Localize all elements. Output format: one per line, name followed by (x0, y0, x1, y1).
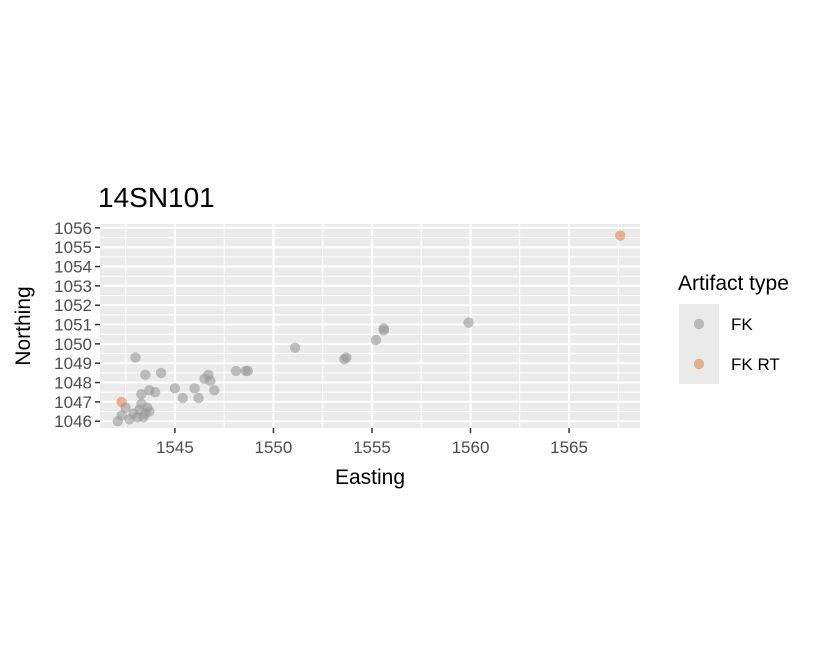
x-tick-label: 1565 (550, 438, 588, 457)
point-fk (209, 385, 220, 396)
point-fk (130, 352, 141, 363)
point-fk (205, 375, 216, 386)
major-gridlines (100, 224, 640, 428)
point-fk (189, 383, 200, 394)
y-tick-label: 1053 (54, 277, 92, 296)
point-fk-rt (116, 396, 127, 408)
point-fk (169, 383, 181, 394)
y-tick-label: 1046 (54, 412, 92, 431)
x-tick-label: 1545 (156, 438, 194, 457)
y-tick-label: 1049 (54, 354, 92, 373)
legend-items: FK FK RT (679, 304, 780, 384)
y-axis-title: Northing (12, 286, 35, 365)
y-tick-label: 1052 (54, 296, 92, 315)
point-fk (140, 369, 151, 381)
legend-title: Artifact type (678, 272, 789, 295)
legend-key-point (693, 318, 705, 330)
point-fk (230, 365, 242, 377)
y-tick-label: 1056 (54, 219, 92, 238)
x-tick-label: 1560 (452, 438, 490, 457)
x-tick-label: 1555 (353, 438, 391, 457)
legend: Artifact type FK FK RT (678, 272, 789, 384)
point-fk-rt (615, 230, 626, 241)
x-axis-ticks: 1545 1550 1555 1560 1565 (156, 428, 588, 457)
y-tick-label: 1055 (54, 238, 92, 257)
point-fk (289, 342, 301, 353)
point-fk (378, 323, 389, 334)
point-fk (136, 388, 147, 400)
chart-title: 14SN101 (98, 182, 215, 213)
plot-panel (100, 224, 640, 428)
point-fk (242, 365, 254, 377)
legend-key-point (693, 358, 705, 370)
minor-gridlines (100, 224, 640, 428)
point-fk (177, 392, 188, 404)
y-axis-ticks: 1046104710481049105010511052105310541055… (54, 219, 100, 431)
point-fk (155, 367, 167, 379)
y-tick-label: 1050 (54, 335, 92, 354)
point-fk (341, 352, 352, 363)
y-tick-label: 1048 (54, 374, 92, 393)
legend-label: FK (731, 315, 753, 334)
y-tick-label: 1054 (54, 258, 92, 277)
legend-label: FK RT (731, 355, 780, 374)
y-tick-label: 1047 (54, 393, 92, 412)
point-fk (144, 406, 155, 417)
point-fk (116, 410, 127, 421)
x-axis-title: Easting (335, 466, 405, 489)
point-fk (193, 392, 204, 404)
x-tick-label: 1550 (255, 438, 293, 457)
data-points (112, 230, 626, 427)
y-tick-label: 1051 (54, 316, 92, 335)
point-fk (463, 317, 474, 328)
point-fk (370, 334, 382, 346)
point-fk (149, 387, 161, 398)
